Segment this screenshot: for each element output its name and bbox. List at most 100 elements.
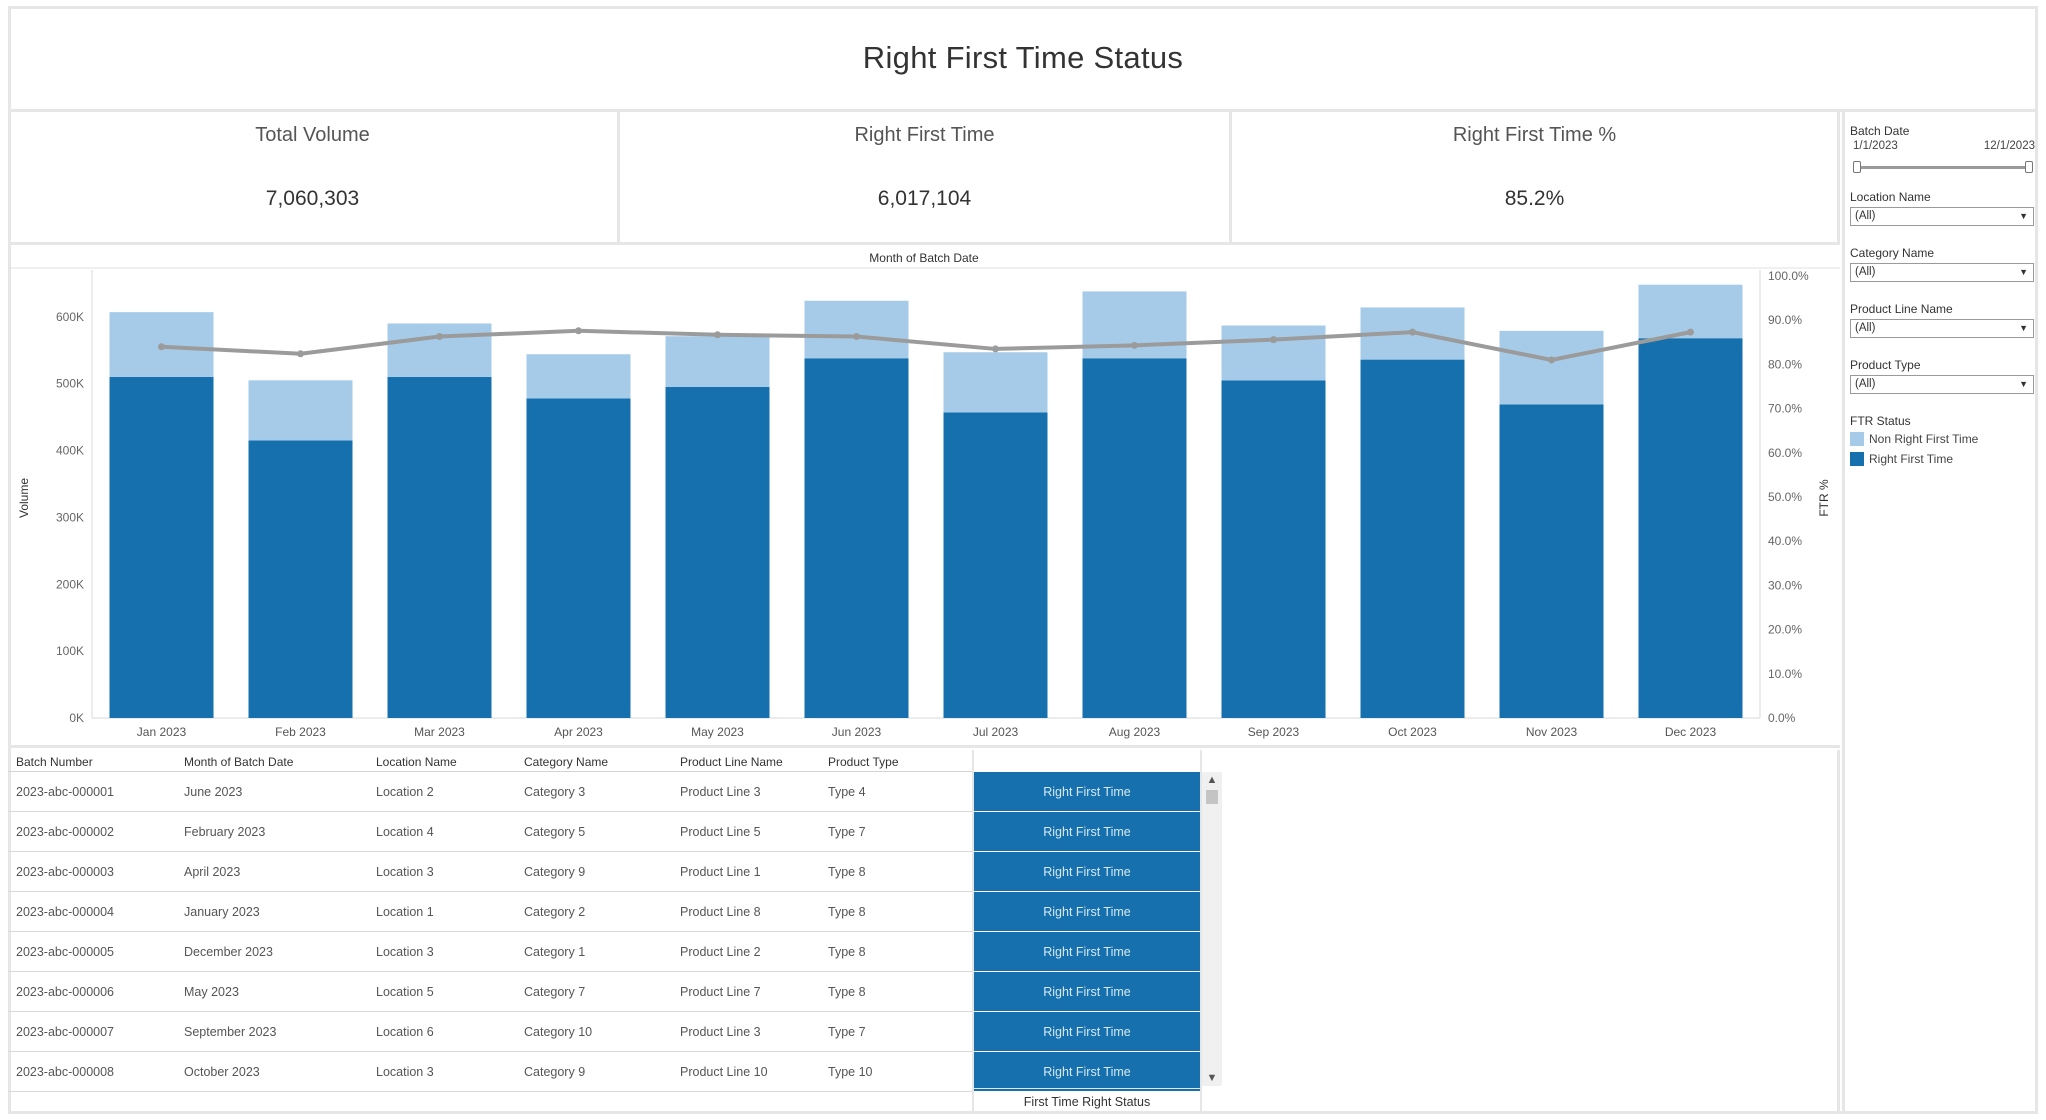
y2-tick-label: 0.0% — [1768, 711, 1796, 725]
filter-panel: Batch Date 1/1/2023 12/1/2023 Location N… — [1842, 112, 2038, 1114]
ftr-pct-point — [1548, 356, 1555, 364]
table-cell: December 2023 — [184, 945, 273, 959]
scroll-down-icon[interactable]: ▼ — [1206, 1072, 1218, 1084]
slider-start-handle[interactable] — [1853, 161, 1861, 173]
legend-item-non-rft[interactable]: Non Right First Time — [1850, 432, 1978, 446]
status-cell[interactable]: Right First Time — [974, 972, 1200, 1011]
bar-non-right-first-time[interactable] — [526, 354, 631, 399]
column-header[interactable]: Product Type — [828, 755, 899, 769]
bar-non-right-first-time[interactable] — [943, 352, 1048, 413]
table-row[interactable]: 2023-abc-000001 June 2023 Location 2 Catego… — [8, 772, 1200, 812]
table-cell: Category 9 — [524, 1065, 586, 1079]
column-header[interactable]: Location Name — [376, 755, 457, 769]
location-dropdown[interactable]: (All) ▼ — [1850, 207, 2034, 226]
bar-right-first-time[interactable] — [1221, 380, 1326, 718]
table-cell: Product Line 3 — [680, 785, 761, 799]
bar-non-right-first-time[interactable] — [1221, 325, 1326, 381]
table-cell: Category 1 — [524, 945, 586, 959]
status-cell[interactable]: Right First Time — [974, 892, 1200, 931]
bar-non-right-first-time[interactable] — [248, 380, 353, 441]
y2-tick-label: 50.0% — [1768, 490, 1802, 504]
product-type-dropdown[interactable]: (All) ▼ — [1850, 375, 2034, 394]
table-row[interactable]: 2023-abc-000002 February 2023 Location 4 Ca… — [8, 812, 1200, 852]
bar-right-first-time[interactable] — [109, 376, 214, 718]
bar-right-first-time[interactable] — [1082, 358, 1187, 718]
scroll-thumb[interactable] — [1206, 790, 1218, 804]
date-range-slider[interactable] — [1855, 166, 2033, 169]
table-cell: Product Line 3 — [680, 1025, 761, 1039]
table-row[interactable]: 2023-abc-000008 October 2023 Location 3 Cat… — [8, 1052, 1200, 1092]
legend-item-rft[interactable]: Right First Time — [1850, 452, 1953, 466]
dashboard-title: Right First Time Status — [862, 39, 1184, 75]
table-cell: Location 6 — [376, 1025, 434, 1039]
table-cell: Category 7 — [524, 985, 586, 999]
column-header[interactable]: Month of Batch Date — [184, 755, 294, 769]
slider-end-handle[interactable] — [2025, 161, 2033, 173]
ftr-pct-point — [714, 331, 721, 339]
table-header: Batch Number Month of Batch Date Locatio… — [8, 750, 974, 772]
status-cell[interactable]: Right First Time — [974, 932, 1200, 971]
bar-right-first-time[interactable] — [248, 440, 353, 718]
status-cell[interactable]: Right First Time — [974, 852, 1200, 891]
status-cell[interactable]: Right First Time — [974, 812, 1200, 851]
table-cell: September 2023 — [184, 1025, 277, 1039]
bar-right-first-time[interactable] — [665, 387, 770, 718]
y2-tick-label: 10.0% — [1768, 667, 1802, 681]
column-header[interactable]: Batch Number — [16, 755, 93, 769]
bar-non-right-first-time[interactable] — [665, 336, 770, 388]
ftr-pct-point — [853, 333, 860, 341]
ftr-pct-point — [575, 327, 582, 335]
table-row[interactable]: 2023-abc-000003 April 2023 Location 3 Categ… — [8, 852, 1200, 892]
status-cell[interactable]: Right First Time — [974, 772, 1200, 811]
bar-right-first-time[interactable] — [1638, 338, 1743, 718]
dropdown-value: (All) — [1855, 266, 1876, 278]
chart-svg[interactable]: Month of Batch Date 0K 100K 200K 300K 400K 500… — [8, 248, 1840, 748]
table-cell: Product Line 10 — [680, 1065, 768, 1079]
ftr-pct-point — [158, 343, 165, 351]
bar-right-first-time[interactable] — [1360, 359, 1465, 718]
table-cell: Category 2 — [524, 905, 586, 919]
table-row[interactable]: 2023-abc-000006 May 2023 Location 5 Categor… — [8, 972, 1200, 1012]
table-cell: Product Line 8 — [680, 905, 761, 919]
table-cell: October 2023 — [184, 1065, 260, 1079]
bar-right-first-time[interactable] — [804, 358, 909, 718]
x-tick-label: Oct 2023 — [1388, 725, 1437, 739]
table-row[interactable]: 2023-abc-000005 December 2023 Location 3 Ca… — [8, 932, 1200, 972]
table-cell: Product Line 5 — [680, 825, 761, 839]
legend-swatch — [1850, 452, 1864, 466]
product-line-dropdown[interactable]: (All) ▼ — [1850, 319, 2034, 338]
table-row[interactable]: 2023-abc-000004 January 2023 Location 1 Cat… — [8, 892, 1200, 932]
batch-table[interactable]: Batch Number Month of Batch Date Locatio… — [8, 750, 1840, 1114]
table-cell: Location 3 — [376, 945, 434, 959]
table-cell: 2023-abc-000004 — [16, 905, 114, 919]
column-header[interactable]: Product Line Name — [680, 755, 783, 769]
x-tick-label: Jul 2023 — [973, 725, 1019, 739]
filter-label-product-type: Product Type — [1850, 358, 1921, 372]
category-dropdown[interactable]: (All) ▼ — [1850, 263, 2034, 282]
ftr-pct-point — [1131, 341, 1138, 349]
table-scrollbar[interactable]: ▲ ▼ — [1202, 772, 1222, 1086]
kpi-value: 6,017,104 — [877, 187, 972, 210]
table-row[interactable]: 2023-abc-000007 September 2023 Location 6 C… — [8, 1012, 1200, 1052]
scroll-up-icon[interactable]: ▲ — [1206, 774, 1218, 786]
bar-non-right-first-time[interactable] — [1499, 330, 1604, 405]
kpi-label: Right First Time % — [1452, 124, 1617, 146]
table-cell: 2023-abc-000002 — [16, 825, 114, 839]
volume-chart[interactable]: Month of Batch Date 0K 100K 200K 300K 400K 500… — [8, 248, 1840, 748]
column-header[interactable]: Category Name — [524, 755, 609, 769]
bar-right-first-time[interactable] — [387, 376, 492, 718]
x-tick-label: Jan 2023 — [137, 725, 187, 739]
y2-tick-label: 60.0% — [1768, 446, 1802, 460]
ftr-pct-point — [1687, 328, 1694, 336]
bar-non-right-first-time[interactable] — [387, 323, 492, 377]
bar-right-first-time[interactable] — [526, 398, 631, 718]
status-cell[interactable]: Right First Time — [974, 1052, 1200, 1091]
bar-right-first-time[interactable] — [1499, 404, 1604, 718]
bar-right-first-time[interactable] — [943, 412, 1048, 718]
bar-non-right-first-time[interactable] — [804, 300, 909, 359]
status-cell[interactable]: Right First Time — [974, 1012, 1200, 1051]
y-tick-label: 500K — [56, 377, 84, 391]
table-cell: Category 10 — [524, 1025, 593, 1039]
table-cell: May 2023 — [184, 985, 239, 999]
chart-title: Month of Batch Date — [869, 251, 979, 265]
